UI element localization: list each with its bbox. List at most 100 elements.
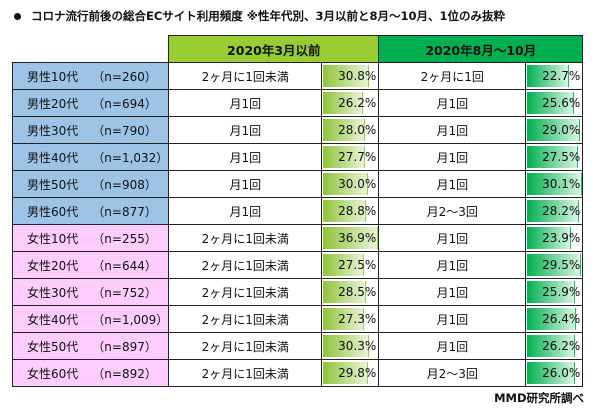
sample-size: （n=877） [92,204,157,219]
before-value-cell: 30.0% [321,170,380,198]
group-label: 男性20代 [27,96,79,111]
header-after: 2020年8月～10月 [378,35,584,63]
before-value-cell: 30.8% [321,62,380,90]
sample-size: （n=1,032） [92,150,169,165]
sample-size: （n=1,009） [92,312,169,327]
table-row: 女性20代 （n=644） 2ヶ月に1回未満 27.5% 月1回 29.5% [11,251,584,279]
before-value: 27.5% [338,258,377,272]
after-data-bar [527,92,575,114]
before-value: 29.8% [338,366,377,380]
table-row: 女性40代 （n=1,009） 2ヶ月に1回未満 27.3% 月1回 26.4% [11,305,584,333]
after-data-bar [527,227,572,249]
source-note: MMD研究所調べ [494,391,584,405]
table-row: 男性60代 （n=877） 月1回 28.8% 月2～3回 28.2% [11,197,584,225]
before-frequency: 2ヶ月に1回未満 [168,332,323,360]
sample-size: （n=790） [92,123,157,138]
before-value-cell: 28.5% [321,278,380,306]
before-frequency: 2ヶ月に1回未満 [168,359,323,387]
before-frequency: 月1回 [168,143,323,171]
before-value-cell: 27.7% [321,143,380,171]
sample-size: （n=892） [92,366,157,381]
before-value: 30.3% [338,339,377,353]
before-frequency: 2ヶ月に1回未満 [168,278,323,306]
table-row: 男性30代 （n=790） 月1回 28.0% 月1回 29.0% [11,116,584,144]
header-blank [12,35,169,63]
row-label: 女性10代 （n=255） [11,224,170,252]
group-label: 女性30代 [27,285,79,300]
after-value: 23.9% [542,231,581,245]
sample-size: （n=694） [92,96,157,111]
after-frequency: 月1回 [378,332,527,360]
row-label: 男性10代 （n=260） [11,62,170,90]
before-value-cell: 29.8% [321,359,380,387]
before-value-cell: 28.0% [321,116,380,144]
header-row: 2020年3月以前 2020年8月～10月 [12,35,584,63]
after-data-bar [527,281,575,303]
table-row: 女性10代 （n=255） 2ヶ月に1回未満 36.9% 月1回 23.9% [11,224,584,252]
row-label: 女性50代 （n=897） [11,332,170,360]
before-frequency: 2ヶ月に1回未満 [168,305,323,333]
row-label: 男性50代 （n=908） [11,170,170,198]
after-value: 29.5% [542,258,581,272]
after-frequency: 月1回 [378,278,527,306]
after-frequency: 月1回 [378,224,527,252]
group-label: 女性40代 [27,312,79,327]
before-data-bar [323,173,369,195]
after-data-bar [527,119,581,141]
after-data-bar [527,308,576,330]
after-value-cell: 29.5% [525,251,584,279]
before-frequency: 月1回 [168,89,323,117]
bullet-icon [14,13,21,20]
after-value: 26.0% [542,366,581,380]
title-text: コロナ流行前後の総合ECサイト利用頻度 ※性年代別、3月以前と8月～10月、1位… [31,9,505,23]
row-label: 男性30代 （n=790） [11,116,170,144]
sample-size: （n=908） [92,177,157,192]
before-value-cell: 27.5% [321,251,380,279]
after-value: 25.9% [542,285,581,299]
after-frequency: 月1回 [378,251,527,279]
after-frequency: 月2～3回 [378,197,527,225]
before-value-cell: 30.3% [321,332,380,360]
after-data-bar [527,146,578,168]
before-data-bar [323,119,366,141]
after-value-cell: 27.5% [525,143,584,171]
after-data-bar [527,173,583,195]
before-data-bar [323,308,365,330]
before-value: 26.2% [338,96,377,110]
sample-size: （n=255） [92,231,157,246]
before-data-bar [323,92,363,114]
chart-title: コロナ流行前後の総合ECサイト利用頻度 ※性年代別、3月以前と8月～10月、1位… [14,8,505,24]
after-data-bar [527,65,569,87]
row-label: 女性30代 （n=752） [11,278,170,306]
row-label: 女性40代 （n=1,009） [11,305,170,333]
after-data-bar [527,335,576,357]
after-value: 27.5% [542,150,581,164]
before-value-cell: 27.3% [321,305,380,333]
header-before: 2020年3月以前 [168,35,380,63]
before-value: 27.3% [338,312,377,326]
after-value: 28.2% [542,204,581,218]
row-label: 男性60代 （n=877） [11,197,170,225]
sample-size: （n=260） [92,69,157,84]
sample-size: （n=644） [92,258,157,273]
group-label: 男性50代 [27,177,79,192]
after-value-cell: 22.7% [525,62,584,90]
frequency-table: 2020年3月以前 2020年8月～10月 男性10代 （n=260） 2ヶ月に1回… [11,35,584,387]
table-row: 男性50代 （n=908） 月1回 30.0% 月1回 30.1% [11,170,584,198]
before-value: 30.8% [338,69,377,83]
before-data-bar [323,146,365,168]
before-frequency: 月1回 [168,116,323,144]
after-value: 25.6% [542,96,581,110]
after-frequency: 月1回 [378,89,527,117]
group-label: 男性30代 [27,123,79,138]
group-label: 女性20代 [27,258,79,273]
after-value-cell: 26.0% [525,359,584,387]
before-data-bar [323,335,369,357]
table-row: 男性10代 （n=260） 2ヶ月に1回未満 30.8% 2ヶ月に1回 22.7% [11,62,584,90]
before-data-bar [323,254,365,276]
before-value: 30.0% [338,177,377,191]
row-label: 女性60代 （n=892） [11,359,170,387]
before-frequency: 月1回 [168,197,323,225]
group-label: 男性40代 [27,150,79,165]
before-value: 28.0% [338,123,377,137]
